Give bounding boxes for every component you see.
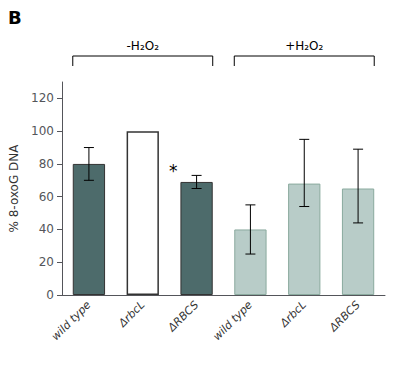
svg-text:60: 60	[39, 190, 54, 204]
svg-text:B: B	[8, 7, 22, 28]
svg-text:20: 20	[39, 255, 54, 269]
svg-text:% 8-oxoG DNA: % 8-oxoG DNA	[7, 144, 21, 233]
svg-text:0: 0	[46, 288, 54, 302]
svg-text:40: 40	[39, 222, 54, 236]
svg-text:+H₂O₂: +H₂O₂	[285, 39, 323, 53]
svg-text:ΔrbcL: ΔrbcL	[277, 298, 309, 330]
svg-text:*: *	[169, 161, 178, 181]
svg-text:wild type: wild type	[49, 298, 94, 343]
svg-text:ΔrbcL: ΔrbcL	[115, 298, 147, 330]
svg-text:100: 100	[31, 124, 54, 138]
svg-text:-H₂O₂: -H₂O₂	[127, 39, 160, 53]
svg-text:120: 120	[31, 91, 54, 105]
svg-text:ΔRBCS: ΔRBCS	[326, 298, 362, 334]
svg-text:80: 80	[39, 157, 54, 171]
svg-text:ΔRBCS: ΔRBCS	[165, 298, 201, 334]
svg-text:wild type: wild type	[210, 298, 255, 343]
